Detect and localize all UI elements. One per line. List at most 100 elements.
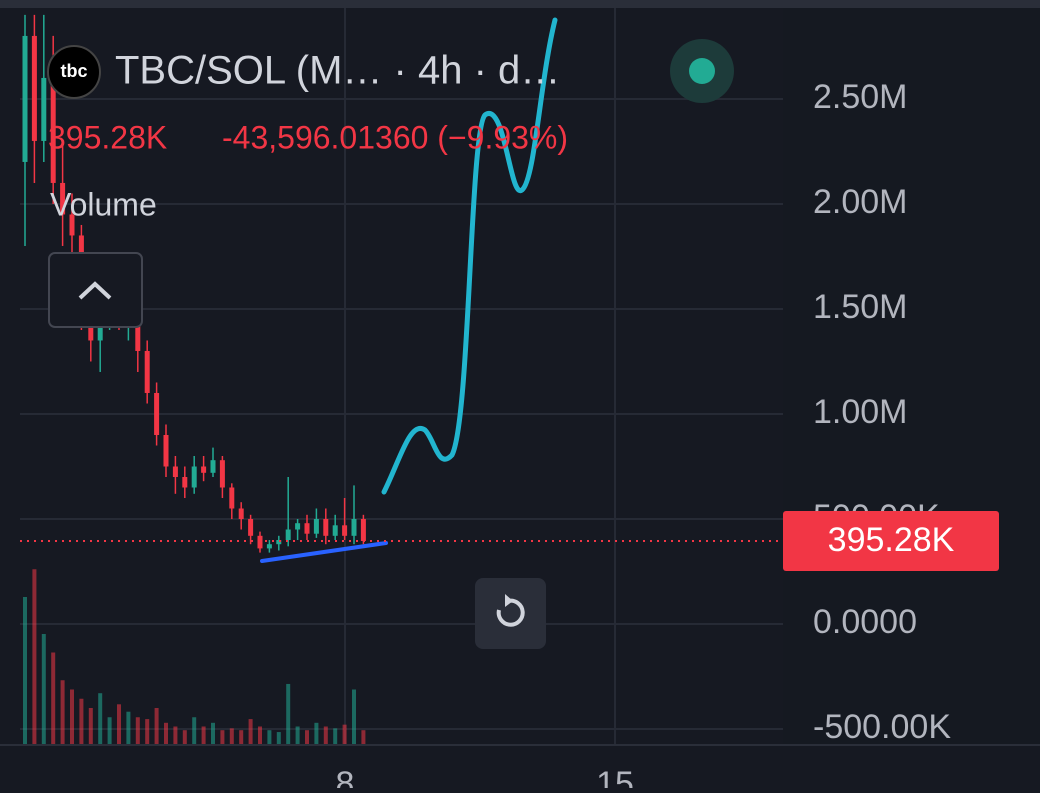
top-bar <box>0 0 1040 8</box>
trend-line <box>260 541 388 563</box>
candle-body <box>31 35 37 141</box>
volume-bar <box>248 719 253 745</box>
candle-body <box>41 77 47 141</box>
volume-bar <box>276 732 281 745</box>
volume-bar <box>342 724 347 745</box>
y-axis: 2.50M2.00M1.50M1.00M500.00K0.0000-500.00… <box>783 78 999 746</box>
volume-bar <box>145 719 150 745</box>
candle-body <box>154 392 160 435</box>
volume-bar <box>211 722 215 745</box>
volume-bar <box>314 722 319 745</box>
volume-bar <box>201 726 206 745</box>
volume-bar <box>286 683 291 745</box>
candle-body <box>295 523 301 530</box>
candle-body <box>219 460 225 488</box>
reset-button-box[interactable] <box>475 578 546 649</box>
last-price-badge <box>783 511 999 572</box>
reset-button[interactable] <box>475 578 546 649</box>
volume-bar <box>258 726 262 745</box>
x-tick-label: 15 <box>596 765 634 788</box>
logo-text: tbc <box>61 61 88 81</box>
volume-bar <box>107 717 112 745</box>
volume-bar <box>295 726 300 745</box>
candle-body <box>351 519 357 536</box>
logo <box>47 45 101 99</box>
candle-body <box>22 35 28 162</box>
candle-body <box>50 77 56 183</box>
volume-bar <box>23 597 27 745</box>
candle-body <box>69 214 75 236</box>
candle-body <box>191 466 197 488</box>
chevron-up <box>78 281 112 300</box>
price: 395.28K <box>48 119 167 155</box>
volume-bar <box>333 728 338 745</box>
candle-body <box>97 319 103 341</box>
candle-body <box>248 519 254 536</box>
y-tick-label: 0.0000 <box>813 603 917 641</box>
drawn-projection <box>381 17 558 495</box>
volume-bar <box>70 689 74 745</box>
volume-bar <box>361 730 366 745</box>
volume-bar <box>173 726 178 745</box>
volume-bar <box>79 698 84 745</box>
volume-bar <box>305 730 309 745</box>
candle-body <box>172 466 178 477</box>
symbol-title: TBC/SOL (M… · 4h · d… <box>115 49 560 93</box>
last-price-label: 395.28K <box>828 521 955 559</box>
candle-body <box>266 544 272 549</box>
collapse-button-box[interactable] <box>48 252 143 328</box>
reset-icon <box>496 598 525 627</box>
x-tick-label: 8 <box>336 765 355 788</box>
indicator-name: Volume <box>50 186 157 222</box>
volume-bar <box>135 717 140 745</box>
reset-arrow <box>505 594 513 607</box>
candle-body <box>144 350 150 393</box>
candle-body <box>332 525 338 536</box>
volume-bar <box>51 652 56 745</box>
candle-body <box>313 519 319 534</box>
y-tick-label: 2.00M <box>813 183 908 221</box>
change: -43,596.01360 (−9.93%) <box>222 119 568 155</box>
volume-bar <box>220 730 225 745</box>
volume-bar <box>239 730 244 745</box>
candle-body <box>257 535 263 549</box>
candle-body <box>229 487 235 509</box>
volume-bar <box>88 708 93 745</box>
volume-pane <box>23 569 366 745</box>
volume-bar <box>267 730 272 745</box>
y-tick-label: 1.50M <box>813 288 908 326</box>
volume-bar <box>229 728 234 745</box>
volume-bar <box>32 569 37 745</box>
candle-body <box>342 525 348 536</box>
candle-body <box>60 182 66 215</box>
volume-bar <box>323 726 328 745</box>
volume-bar <box>117 704 121 745</box>
collapse-button[interactable] <box>48 252 143 328</box>
candle-body <box>238 508 244 520</box>
volume-bar <box>164 722 168 745</box>
candle-body <box>323 519 329 536</box>
candle-body <box>304 523 310 534</box>
volume-bar <box>182 730 187 745</box>
volume-bar <box>98 693 103 745</box>
axis-area <box>783 8 1040 745</box>
volume-bar <box>126 711 131 745</box>
y-tick-label: 1.00M <box>813 393 908 431</box>
candle-body <box>285 529 291 541</box>
volume-bar <box>154 708 159 745</box>
status-dot <box>689 58 715 84</box>
candle-body <box>360 519 366 542</box>
candle-body <box>163 434 169 467</box>
y-tick-label: 2.50M <box>813 78 908 116</box>
volume-bar <box>352 689 356 745</box>
y-tick-label: -500.00K <box>813 708 951 746</box>
candle-body <box>276 540 282 545</box>
volume-bar <box>41 634 46 745</box>
volume-bar <box>192 717 197 745</box>
candle-body <box>182 477 188 488</box>
volume-bar <box>60 680 65 745</box>
candle-body <box>210 460 216 473</box>
candle-body <box>201 466 207 473</box>
